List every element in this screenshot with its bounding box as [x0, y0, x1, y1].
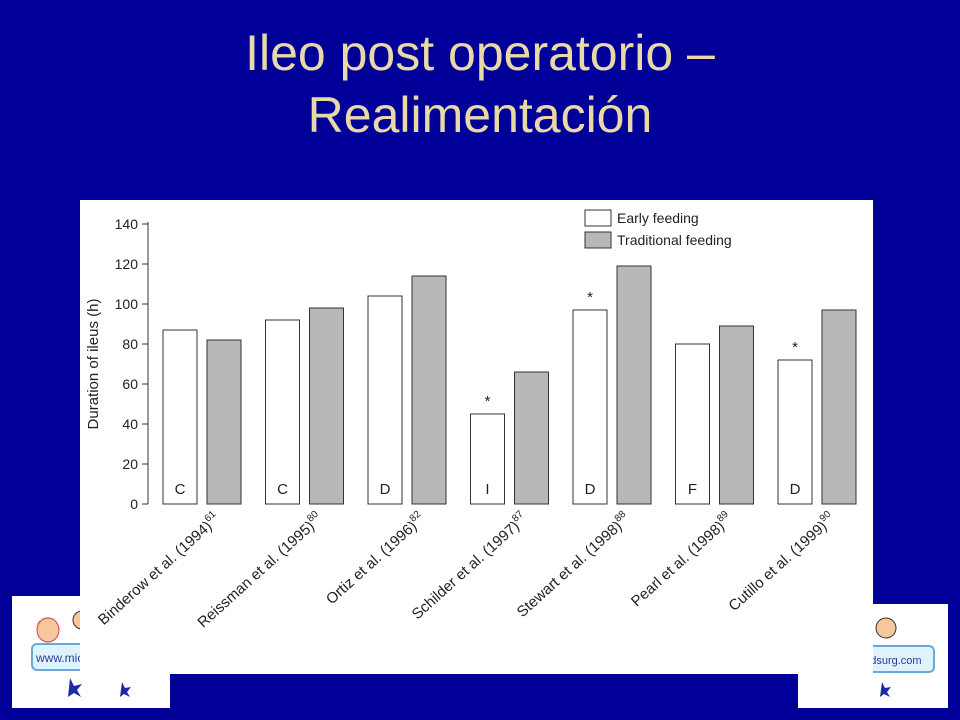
slide-title-line-2: Realimentación — [307, 87, 653, 143]
bar-chart: 0 20 40 60 80 100 120 140 Duration of ileus (h) C… — [85, 209, 857, 632]
legend-swatch-traditional — [584, 231, 612, 249]
slide-title: Ileo post operatorio – Realimentación — [0, 22, 960, 146]
bar-early-feeding — [470, 413, 505, 505]
legend-swatch-early — [584, 209, 612, 227]
category-label-text: Binderow et al. (1994) — [95, 518, 215, 629]
study-code-label: C — [175, 481, 186, 498]
study-code-label: I — [485, 481, 489, 498]
y-tick-label: 100 — [115, 296, 139, 312]
category-label: Schilder et al. (1997)87 — [407, 509, 531, 623]
category-label-text: Pearl et al. (1998) — [628, 518, 728, 610]
y-axis-title: Duration of ileus (h) — [85, 299, 102, 430]
chart-panel: 0 20 40 60 80 100 120 140 Duration of ileus (h) C… — [80, 200, 873, 674]
y-tick-label: 80 — [122, 336, 138, 352]
bar-traditional-feeding — [616, 265, 652, 505]
bar-early-feeding — [265, 319, 300, 505]
study-code-label: D — [585, 481, 596, 498]
bar-traditional-feeding — [309, 307, 344, 505]
y-tick-label: 40 — [122, 416, 138, 432]
legend-label-early: Early feeding — [617, 210, 699, 226]
category-label: Cutillo et al. (1999)90 — [724, 509, 839, 615]
bar-early-feeding — [367, 295, 403, 505]
y-tick-label: 140 — [115, 216, 139, 232]
category-label: Stewart et al. (1998)88 — [512, 509, 634, 621]
significance-star: * — [792, 339, 798, 356]
significance-star: * — [587, 289, 593, 306]
bar-early-feeding — [675, 343, 710, 505]
bar-traditional-feeding — [821, 309, 857, 505]
logo-right-text: eedsurg.com — [858, 655, 922, 667]
legend-label-traditional: Traditional feeding — [617, 232, 732, 248]
bar-early-feeding — [777, 359, 813, 505]
study-code-label: F — [688, 481, 697, 498]
bar-traditional-feeding — [514, 371, 549, 505]
y-tick-label: 0 — [130, 496, 138, 512]
category-label-text: Cutillo et al. (1999) — [725, 518, 830, 615]
study-code-label: D — [380, 481, 391, 498]
bar-traditional-feeding — [206, 339, 242, 505]
category-label-text: Stewart et al. (1998) — [514, 518, 626, 621]
category-label-text: Schilder et al. (1997) — [409, 518, 523, 623]
bar-traditional-feeding — [719, 325, 754, 505]
bar-traditional-feeding — [411, 275, 447, 505]
y-tick-label: 120 — [115, 256, 139, 272]
logo-left-text: www.mici — [35, 651, 86, 665]
bar-early-feeding — [572, 309, 608, 505]
category-label: Ortiz et al. (1996)82 — [322, 509, 429, 608]
significance-star: * — [485, 393, 491, 410]
category-label-text: Ortiz et al. (1996) — [323, 518, 420, 608]
y-tick-label: 20 — [122, 456, 138, 472]
category-label: Reissman et al. (1995)80 — [193, 509, 326, 632]
category-label-text: Reissman et al. (1995) — [194, 518, 318, 632]
slide-title-line-1: Ileo post operatorio – — [245, 25, 715, 81]
y-tick-label: 60 — [122, 376, 138, 392]
study-code-label: C — [277, 481, 288, 498]
bar-early-feeding — [162, 329, 198, 505]
category-label: Pearl et al. (1998)89 — [627, 509, 737, 611]
study-code-label: D — [790, 481, 801, 498]
